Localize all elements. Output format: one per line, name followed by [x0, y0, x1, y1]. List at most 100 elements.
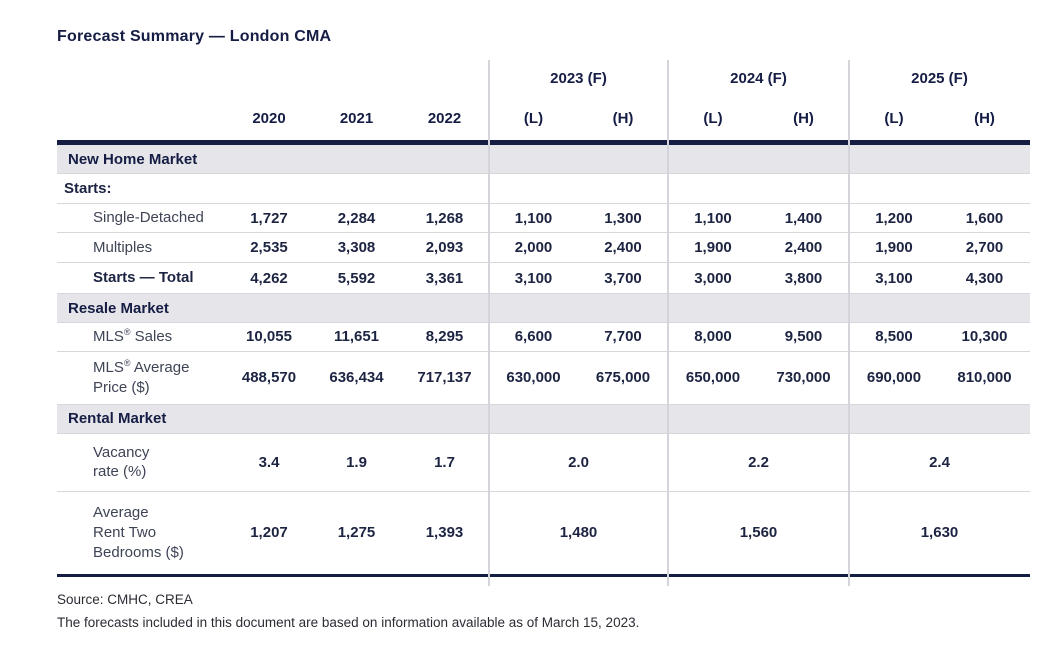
- header-2024-high: (H): [793, 109, 814, 127]
- source-note: Source: CMHC, CREA: [57, 592, 193, 607]
- cell-2020: 1,207: [250, 524, 288, 542]
- header-2023: 2023 (F): [550, 69, 607, 87]
- cell-2025-low: 690,000: [866, 369, 922, 387]
- row-label: Single-Detached: [93, 209, 204, 227]
- cell-2021: 3,308: [337, 239, 376, 256]
- cell-2022: 3,361: [425, 269, 464, 287]
- header-columns-row: 2020 2021 2022 (L) (H) (L) (H) (L) (H): [57, 96, 1030, 140]
- header-2025-high: (H): [974, 109, 995, 127]
- cell-2021: 636,434: [329, 369, 384, 387]
- cell-2024-high: 2,400: [784, 239, 823, 256]
- row-label: MLS® Average Price ($): [93, 358, 190, 396]
- cell-2024-low: 650,000: [685, 369, 741, 387]
- cell-2025-low: 1,900: [875, 239, 913, 256]
- cell-2020: 3.4: [258, 453, 280, 471]
- cell-2023-forecast: 2.0: [568, 453, 589, 471]
- row-label: Starts:: [64, 179, 112, 197]
- cell-2025-forecast: 1,630: [920, 524, 959, 542]
- cell-2025-forecast: 2.4: [929, 453, 950, 471]
- cell-2020: 4,262: [250, 269, 288, 287]
- cell-2021: 1,275: [337, 524, 376, 542]
- table-row: Multiples 2,535 3,308 2,093 2,000 2,400 …: [57, 233, 1030, 263]
- row-label: Starts — Total: [93, 269, 194, 287]
- cell-2025-low: 3,100: [875, 269, 913, 287]
- column-group-divider: [848, 60, 850, 586]
- cell-2025-high: 2,700: [965, 239, 1004, 256]
- cell-2023-high: 1,300: [604, 209, 642, 227]
- header-2023-low: (L): [523, 109, 544, 127]
- cell-2025-high: 4,300: [965, 269, 1004, 287]
- column-group-divider: [488, 60, 490, 586]
- cell-2023-low: 3,100: [514, 269, 553, 287]
- page-title: Forecast Summary — London CMA: [57, 28, 332, 45]
- cell-2024-low: 1,900: [694, 239, 732, 256]
- header-year-2021: 2021: [339, 109, 374, 127]
- cell-2024-high: 3,800: [784, 269, 823, 287]
- cell-2023-forecast: 1,480: [559, 524, 598, 542]
- cell-2024-low: 1,100: [694, 209, 732, 227]
- cell-2022: 2,093: [425, 239, 464, 256]
- cell-2023-low: 1,100: [514, 209, 553, 227]
- cell-2021: 11,651: [333, 328, 380, 346]
- subheader-row: Starts:: [57, 174, 1030, 204]
- cell-2024-low: 8,000: [694, 328, 732, 346]
- header-2024-low: (L): [703, 109, 723, 127]
- cell-2021: 1.9: [346, 453, 367, 471]
- cell-2020: 2,535: [250, 239, 288, 256]
- table-row-total: Starts — Total 4,262 5,592 3,361 3,100 3…: [57, 263, 1030, 294]
- section-header-row: Resale Market: [57, 294, 1030, 323]
- row-label: Average Rent Two Bedrooms ($): [93, 504, 184, 561]
- cell-2020: 1,727: [250, 209, 288, 227]
- cell-2023-high: 2,400: [604, 239, 642, 256]
- table-row: MLS® Average Price ($) 488,570 636,434 7…: [57, 351, 1030, 405]
- cell-2025-high: 10,300: [961, 328, 1008, 346]
- table-bottom-border: [57, 573, 1030, 577]
- cell-2023-low: 6,600: [514, 328, 553, 346]
- cell-2020: 10,055: [246, 328, 292, 346]
- cell-2025-high: 1,600: [965, 209, 1004, 227]
- row-label: Multiples: [93, 238, 153, 256]
- header-2023-high: (H): [612, 109, 634, 127]
- table-row: MLS® Sales 10,055 11,651 8,295 6,600 7,7…: [57, 323, 1030, 352]
- cell-2025-low: 1,200: [875, 209, 913, 227]
- cell-2025-high: 810,000: [957, 369, 1012, 387]
- row-label: Vacancy rate (%): [93, 443, 150, 481]
- cell-2023-high: 675,000: [595, 369, 651, 387]
- cell-2024-forecast: 2.2: [748, 453, 769, 471]
- cell-2024-high: 1,400: [784, 209, 823, 227]
- cell-2023-high: 7,700: [604, 328, 642, 346]
- header-2024: 2024 (F): [730, 69, 787, 87]
- section-header-row: Rental Market: [57, 404, 1030, 434]
- table-top-border: [57, 140, 1030, 145]
- cell-2025-low: 8,500: [875, 328, 913, 346]
- table-row: Average Rent Two Bedrooms ($) 1,207 1,27…: [57, 491, 1030, 574]
- cell-2022: 1,268: [425, 209, 464, 227]
- forecast-disclaimer: The forecasts included in this document …: [57, 615, 640, 630]
- header-group-row: 2023 (F) 2024 (F) 2025 (F): [57, 60, 1030, 96]
- cell-2024-high: 730,000: [776, 369, 831, 387]
- header-year-2020: 2020: [252, 109, 286, 127]
- cell-2024-low: 3,000: [694, 269, 732, 287]
- cell-2021: 2,284: [337, 209, 376, 227]
- section-title: New Home Market: [68, 150, 198, 168]
- cell-2020: 488,570: [241, 369, 297, 387]
- cell-2024-forecast: 1,560: [739, 524, 778, 542]
- cell-2023-high: 3,700: [604, 269, 642, 287]
- table-row: Vacancy rate (%) 3.4 1.9 1.7 2.0 2.2 2.4: [57, 433, 1030, 492]
- section-title: Rental Market: [68, 410, 167, 428]
- table-row: Single-Detached 1,727 2,284 1,268 1,100 …: [57, 204, 1030, 233]
- forecast-summary-table: 2023 (F) 2024 (F) 2025 (F) 2020 2021 202…: [57, 60, 1030, 586]
- cell-2022: 8,295: [425, 328, 464, 346]
- header-2025-low: (L): [884, 109, 904, 127]
- cell-2022: 1.7: [434, 453, 455, 471]
- header-year-2022: 2022: [427, 109, 462, 127]
- cell-2021: 5,592: [337, 269, 376, 287]
- cell-2022: 717,137: [417, 369, 472, 387]
- cell-2024-high: 9,500: [784, 328, 823, 346]
- row-label: MLS® Sales: [93, 327, 173, 346]
- cell-2022: 1,393: [425, 524, 464, 542]
- column-group-divider: [667, 60, 669, 586]
- header-2025: 2025 (F): [911, 69, 968, 87]
- cell-2023-low: 630,000: [506, 369, 561, 387]
